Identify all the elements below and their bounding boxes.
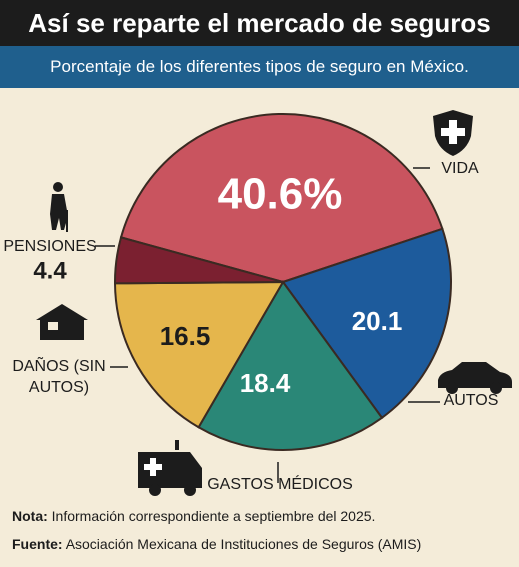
title: Así se reparte el mercado de seguros (0, 0, 519, 46)
elder-icon (50, 182, 68, 232)
pie-slice (119, 113, 444, 284)
category-label: PENSIONES (3, 238, 97, 255)
value-label: 40.6% (218, 170, 343, 219)
note: Nota: Información correspondiente a sept… (12, 508, 375, 524)
leader-lines (95, 167, 440, 483)
value-label: 20.1 (352, 306, 403, 336)
category-label: AUTOS (443, 392, 499, 409)
shield-icon (433, 110, 473, 156)
note-text: Información correspondiente a septiembre… (51, 508, 376, 524)
pie-slice (197, 280, 384, 451)
note-label: Nota: (12, 508, 48, 524)
source-text: Asociación Mexicana de Instituciones de … (65, 536, 422, 552)
pie-slice (113, 280, 285, 429)
value-label: 4.4 (33, 257, 67, 284)
house-icon (36, 304, 88, 340)
car-icon (438, 362, 512, 394)
source: Fuente: Asociación Mexicana de Instituci… (12, 536, 421, 552)
source-label: Fuente: (12, 536, 63, 552)
subtitle: Porcentaje de los diferentes tipos de se… (0, 46, 519, 88)
value-label: 18.4 (240, 368, 291, 398)
value-label: 16.5 (160, 321, 211, 351)
category-label: DAÑOS (SIN AUTOS) (12, 358, 106, 396)
category-label: GASTOS MÉDICOS (207, 476, 353, 493)
pie-slice (114, 236, 284, 285)
category-label: VIDA (441, 160, 479, 177)
ambulance-icon (138, 440, 202, 496)
pie-slice (281, 227, 452, 420)
